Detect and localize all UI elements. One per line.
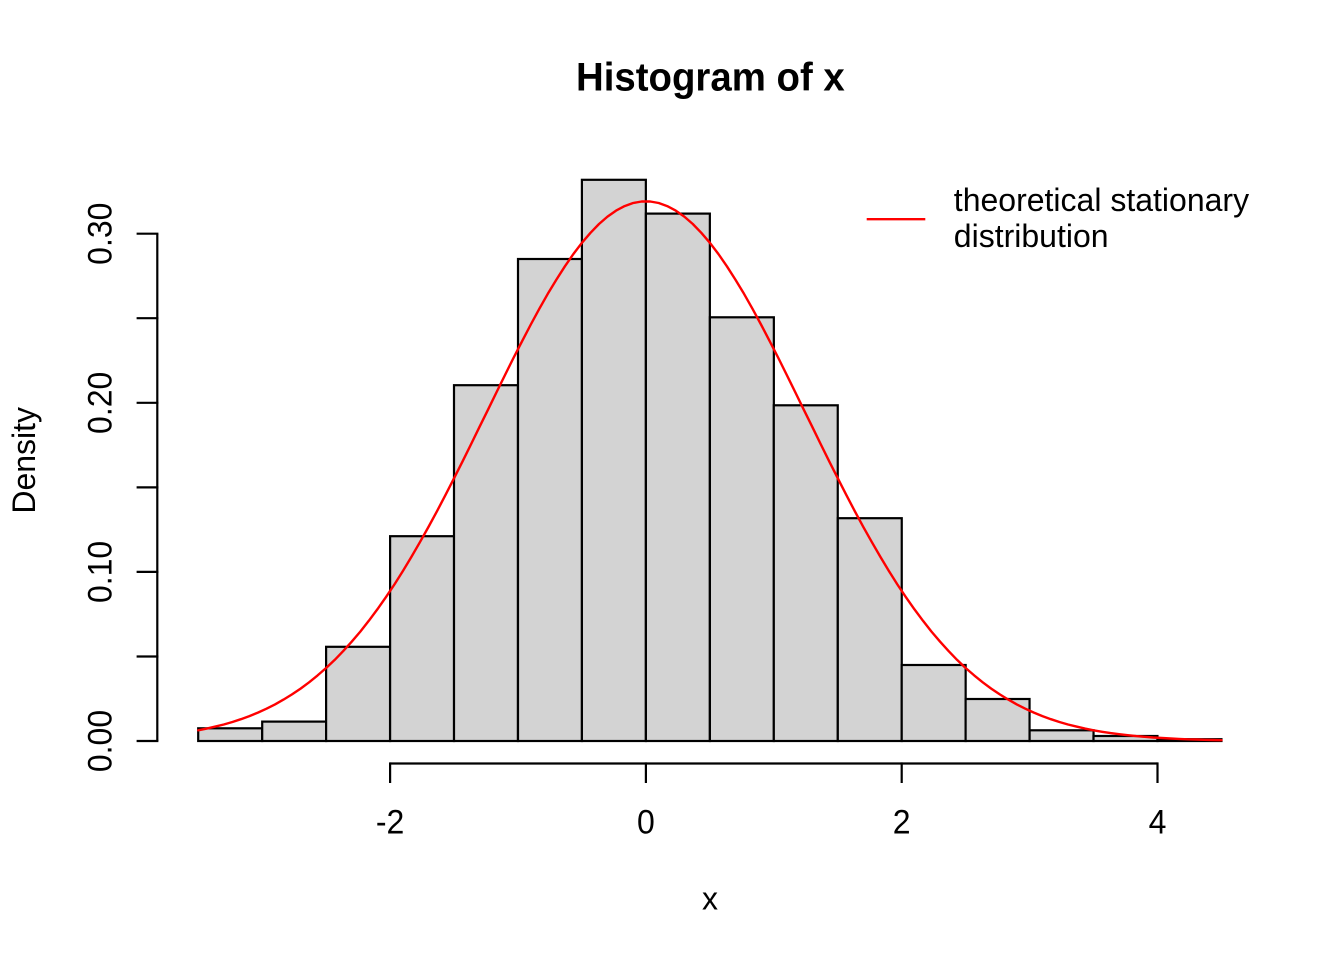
svg-text:4: 4 bbox=[1149, 804, 1167, 842]
svg-text:0.20: 0.20 bbox=[82, 372, 120, 434]
svg-text:-2: -2 bbox=[376, 804, 404, 842]
svg-text:x: x bbox=[702, 881, 718, 917]
svg-text:0.30: 0.30 bbox=[82, 203, 120, 265]
svg-text:2: 2 bbox=[893, 804, 911, 842]
svg-text:0.00: 0.00 bbox=[82, 710, 120, 772]
svg-text:0: 0 bbox=[637, 804, 655, 842]
svg-text:distribution: distribution bbox=[954, 218, 1109, 254]
svg-text:Density: Density bbox=[6, 407, 42, 514]
svg-text:theoretical stationary: theoretical stationary bbox=[954, 182, 1249, 218]
svg-text:Histogram of x: Histogram of x bbox=[576, 55, 845, 100]
svg-text:0.10: 0.10 bbox=[82, 541, 120, 603]
